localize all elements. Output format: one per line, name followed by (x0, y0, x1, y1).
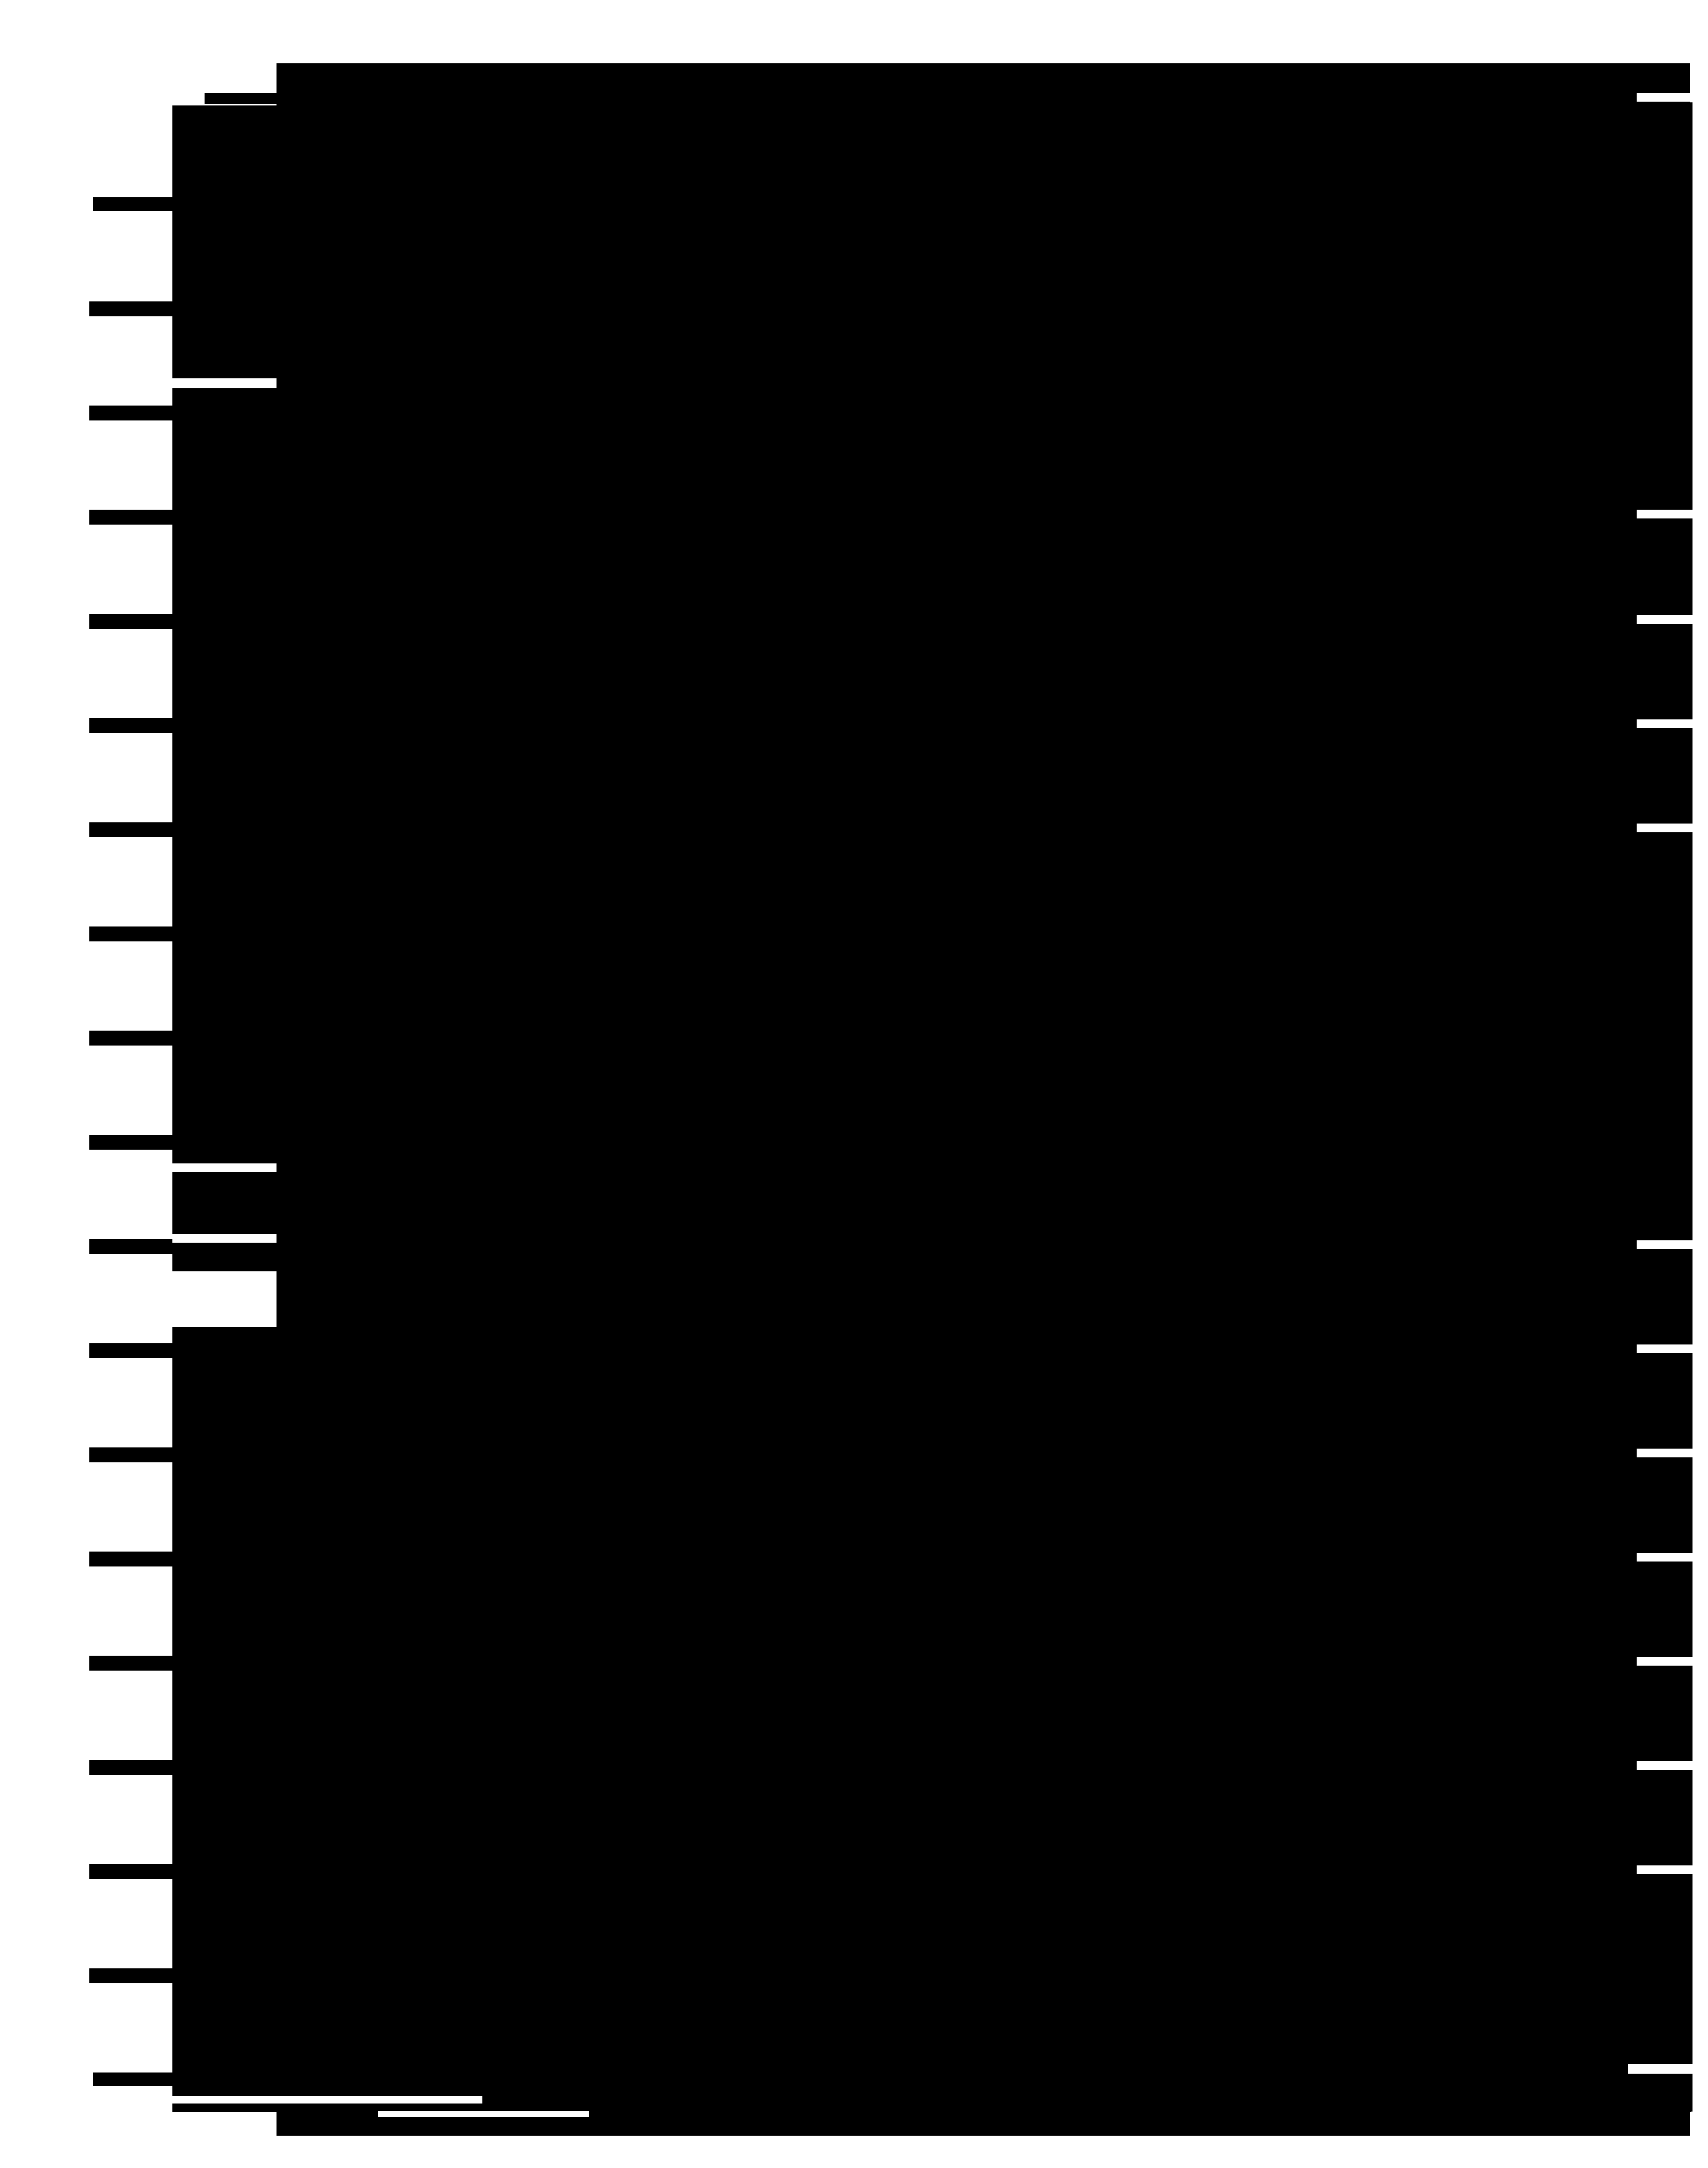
left-tab-18 (89, 1968, 172, 1983)
left-tab-10 (89, 1135, 172, 1150)
left-tab-12 (89, 1343, 172, 1358)
left-tab-16 (89, 1760, 172, 1775)
right-gap-6 (1637, 1240, 1693, 1249)
main-block-top (277, 74, 1690, 112)
bottom-gap (172, 2096, 482, 2104)
main-block (172, 105, 1691, 2090)
left-tab-9 (89, 1031, 172, 1046)
left-tab-14 (89, 1552, 172, 1566)
right-gap-2 (1637, 510, 1693, 518)
left-tab-19 (93, 2072, 172, 2086)
left-gap-1 (172, 378, 277, 388)
left-tab-6 (89, 718, 172, 733)
right-gap-4 (1637, 719, 1693, 728)
bottom-gap-2 (378, 2111, 589, 2117)
right-gap-13 (1628, 2064, 1693, 2074)
right-gap-11 (1637, 1761, 1693, 1770)
left-tab-13 (89, 1447, 172, 1462)
right-gap-10 (1637, 1657, 1693, 1666)
left-tab-1 (93, 197, 172, 211)
left-tab-8 (89, 926, 172, 941)
left-tab-7 (89, 822, 172, 837)
left-gap-4 (167, 1271, 277, 1327)
right-gap-8 (1637, 1449, 1693, 1457)
left-gap-2 (167, 1163, 277, 1172)
left-tab-5 (89, 614, 172, 629)
left-tab-4 (89, 510, 172, 525)
right-gap-1 (1637, 93, 1693, 102)
top-strip (277, 63, 1690, 74)
right-gap-3 (1637, 615, 1693, 624)
left-tab-2 (89, 301, 172, 316)
right-gap-9 (1637, 1553, 1693, 1562)
left-tab-15 (89, 1656, 172, 1671)
right-gap-12 (1637, 1865, 1693, 1874)
left-tab-11 (89, 1239, 172, 1254)
left-gap-3 (167, 1234, 277, 1243)
right-gap-5 (1637, 824, 1693, 832)
right-gap-7 (1637, 1344, 1693, 1353)
left-tab-17 (89, 1864, 172, 1879)
left-tab-3 (89, 406, 172, 420)
main-block-right-upper (1637, 102, 1693, 2112)
